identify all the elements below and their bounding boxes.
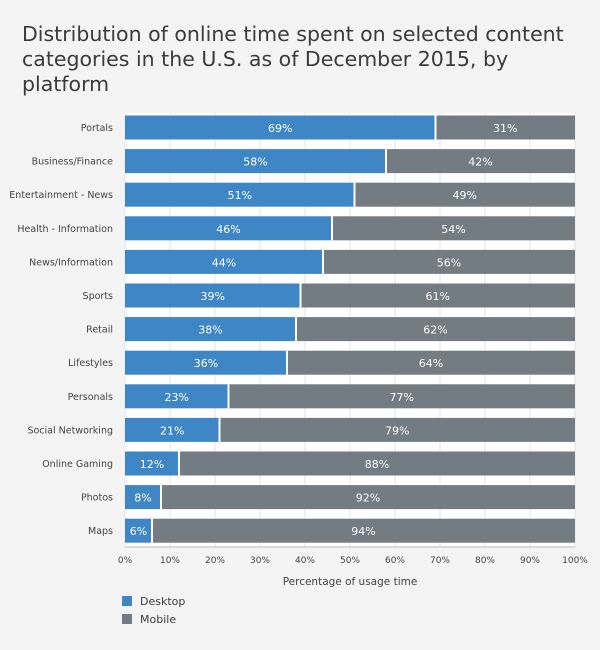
bar-mobile <box>179 451 575 476</box>
category-label: Personals <box>68 392 113 403</box>
legend-item-desktop[interactable]: Desktop <box>122 592 185 610</box>
bar-mobile <box>354 182 575 207</box>
x-tick-label: 70% <box>430 556 450 566</box>
bar-desktop <box>125 518 152 543</box>
data-label: 46% <box>216 223 240 236</box>
bar-desktop <box>125 485 161 510</box>
x-tick-label: 60% <box>385 556 405 566</box>
bar-mobile <box>332 216 575 241</box>
x-tick-label: 40% <box>295 556 315 566</box>
bar-desktop <box>125 115 436 140</box>
data-label: 51% <box>228 189 252 202</box>
data-label: 12% <box>140 458 164 471</box>
x-tick-label: 0% <box>118 556 133 566</box>
bar-mobile <box>161 485 575 510</box>
category-label: News/Information <box>29 257 113 268</box>
data-label: 79% <box>385 424 409 437</box>
bar-mobile <box>300 283 575 308</box>
bar-mobile <box>296 317 575 342</box>
category-label: Portals <box>81 123 113 134</box>
data-label: 44% <box>212 256 236 269</box>
bar-desktop <box>125 451 179 476</box>
data-label: 8% <box>134 492 151 505</box>
data-label: 36% <box>194 357 218 370</box>
x-tick-label: 50% <box>340 556 360 566</box>
legend-item-mobile[interactable]: Mobile <box>122 610 185 628</box>
x-tick-label: 20% <box>205 556 225 566</box>
category-label: Online Gaming <box>42 459 113 470</box>
category-label: Retail <box>86 325 113 336</box>
bar-mobile <box>228 384 575 409</box>
bar-mobile <box>152 518 575 543</box>
legend-swatch-mobile <box>122 614 132 624</box>
legend-label-mobile: Mobile <box>140 612 177 626</box>
bar-desktop <box>125 149 386 174</box>
data-label: 64% <box>419 357 443 370</box>
data-label: 21% <box>160 424 184 437</box>
bar-desktop <box>125 417 220 442</box>
x-tick-label: 90% <box>520 556 540 566</box>
legend-swatch-desktop <box>122 596 132 606</box>
data-label: 88% <box>365 458 389 471</box>
category-label: Entertainment - News <box>9 190 113 201</box>
bar-desktop <box>125 216 332 241</box>
data-label: 23% <box>165 391 189 404</box>
data-label: 92% <box>356 492 380 505</box>
bar-desktop <box>125 350 287 375</box>
data-label: 38% <box>198 324 222 337</box>
data-label: 69% <box>268 122 292 135</box>
legend-label-desktop: Desktop <box>140 594 186 608</box>
bar-desktop <box>125 182 355 207</box>
bar-mobile <box>219 417 575 442</box>
legend: Desktop Mobile <box>122 592 185 628</box>
bar-desktop <box>125 384 229 409</box>
data-label: 77% <box>390 391 414 404</box>
data-label: 56% <box>437 256 461 269</box>
chart-title: Distribution of online time spent on sel… <box>22 22 564 96</box>
data-label: 6% <box>130 525 147 538</box>
bar-mobile <box>287 350 575 375</box>
data-label: 61% <box>426 290 450 303</box>
category-label: Photos <box>81 493 113 504</box>
category-label: Social Networking <box>27 425 113 436</box>
bar-desktop <box>125 283 301 308</box>
bar-desktop <box>125 317 296 342</box>
bar-desktop <box>125 249 323 274</box>
bar-mobile <box>323 249 575 274</box>
data-label: 62% <box>423 324 447 337</box>
category-label: Sports <box>83 291 114 302</box>
bar-mobile <box>435 115 575 140</box>
x-tick-label: 80% <box>475 556 495 566</box>
data-label: 54% <box>441 223 465 236</box>
bar-mobile <box>386 149 575 174</box>
x-tick-label: 30% <box>250 556 270 566</box>
category-label: Business/Finance <box>32 157 114 168</box>
data-label: 31% <box>493 122 517 135</box>
data-label: 49% <box>453 189 477 202</box>
data-label: 42% <box>468 156 492 169</box>
x-tick-label: 100% <box>562 556 588 566</box>
data-label: 94% <box>351 525 375 538</box>
data-label: 58% <box>243 156 267 169</box>
data-label: 39% <box>201 290 225 303</box>
category-label: Health - Information <box>17 224 113 235</box>
x-axis-title: Percentage of usage time <box>283 576 418 588</box>
category-label: Lifestyles <box>68 358 113 369</box>
category-label: Maps <box>88 526 113 537</box>
x-tick-label: 10% <box>160 556 180 566</box>
